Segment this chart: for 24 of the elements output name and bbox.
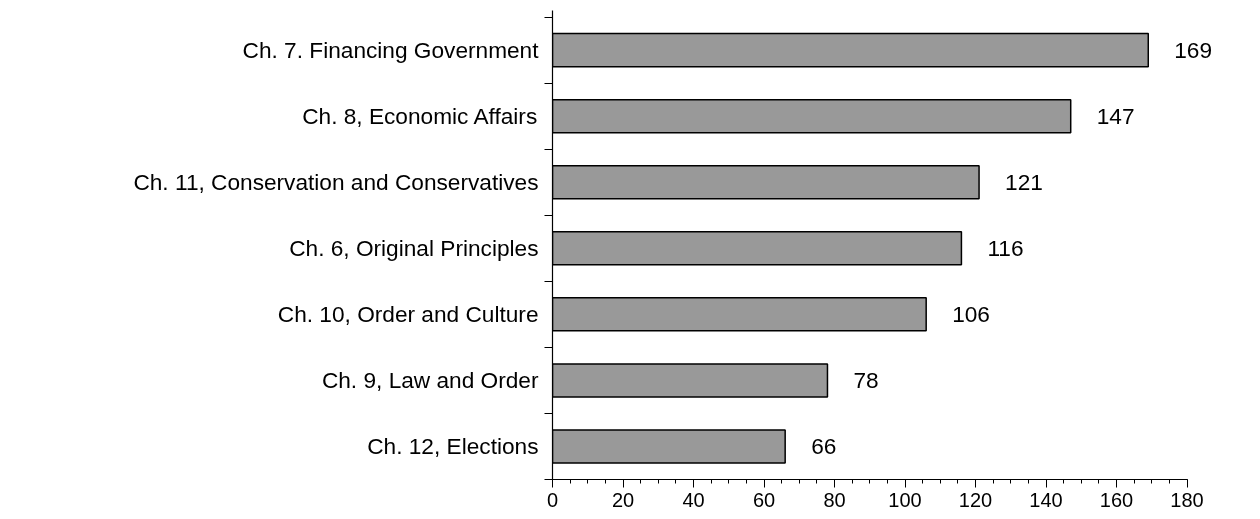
x-tick-label: 140 (1029, 488, 1063, 511)
x-tick-label: 40 (682, 488, 705, 511)
data-label: 66 (811, 432, 837, 459)
data-label: 106 (952, 300, 990, 327)
y-tick-label: Ch. 6, Original Principles (289, 235, 539, 262)
y-tick-label: Ch. 12, Elections (367, 433, 539, 460)
x-tick-label: 180 (1170, 488, 1204, 511)
y-tick-label: Ch. 8, Economic Affairs (302, 103, 538, 130)
y-tick-label: Ch. 10, Order and Culture (277, 301, 539, 328)
x-tick-label: 80 (823, 488, 846, 511)
x-tick-label: 120 (958, 488, 993, 511)
data-label: 116 (987, 234, 1024, 261)
x-tick-label: 100 (888, 488, 922, 511)
x-tick-label: 60 (752, 488, 776, 511)
data-label: 121 (1005, 168, 1043, 195)
x-tick-label: 0 (546, 488, 559, 511)
x-tick-label: 20 (611, 488, 635, 511)
data-label: 147 (1096, 102, 1135, 129)
data-label: 78 (853, 366, 879, 393)
y-tick-label: Ch. 11, Conservation and Conservatives (133, 169, 539, 196)
data-label: 169 (1174, 36, 1213, 63)
y-tick-label: Ch. 9, Law and Order (321, 367, 539, 394)
y-tick-label: Ch. 7. Financing Government (242, 37, 540, 64)
x-tick-label: 160 (1099, 488, 1134, 511)
